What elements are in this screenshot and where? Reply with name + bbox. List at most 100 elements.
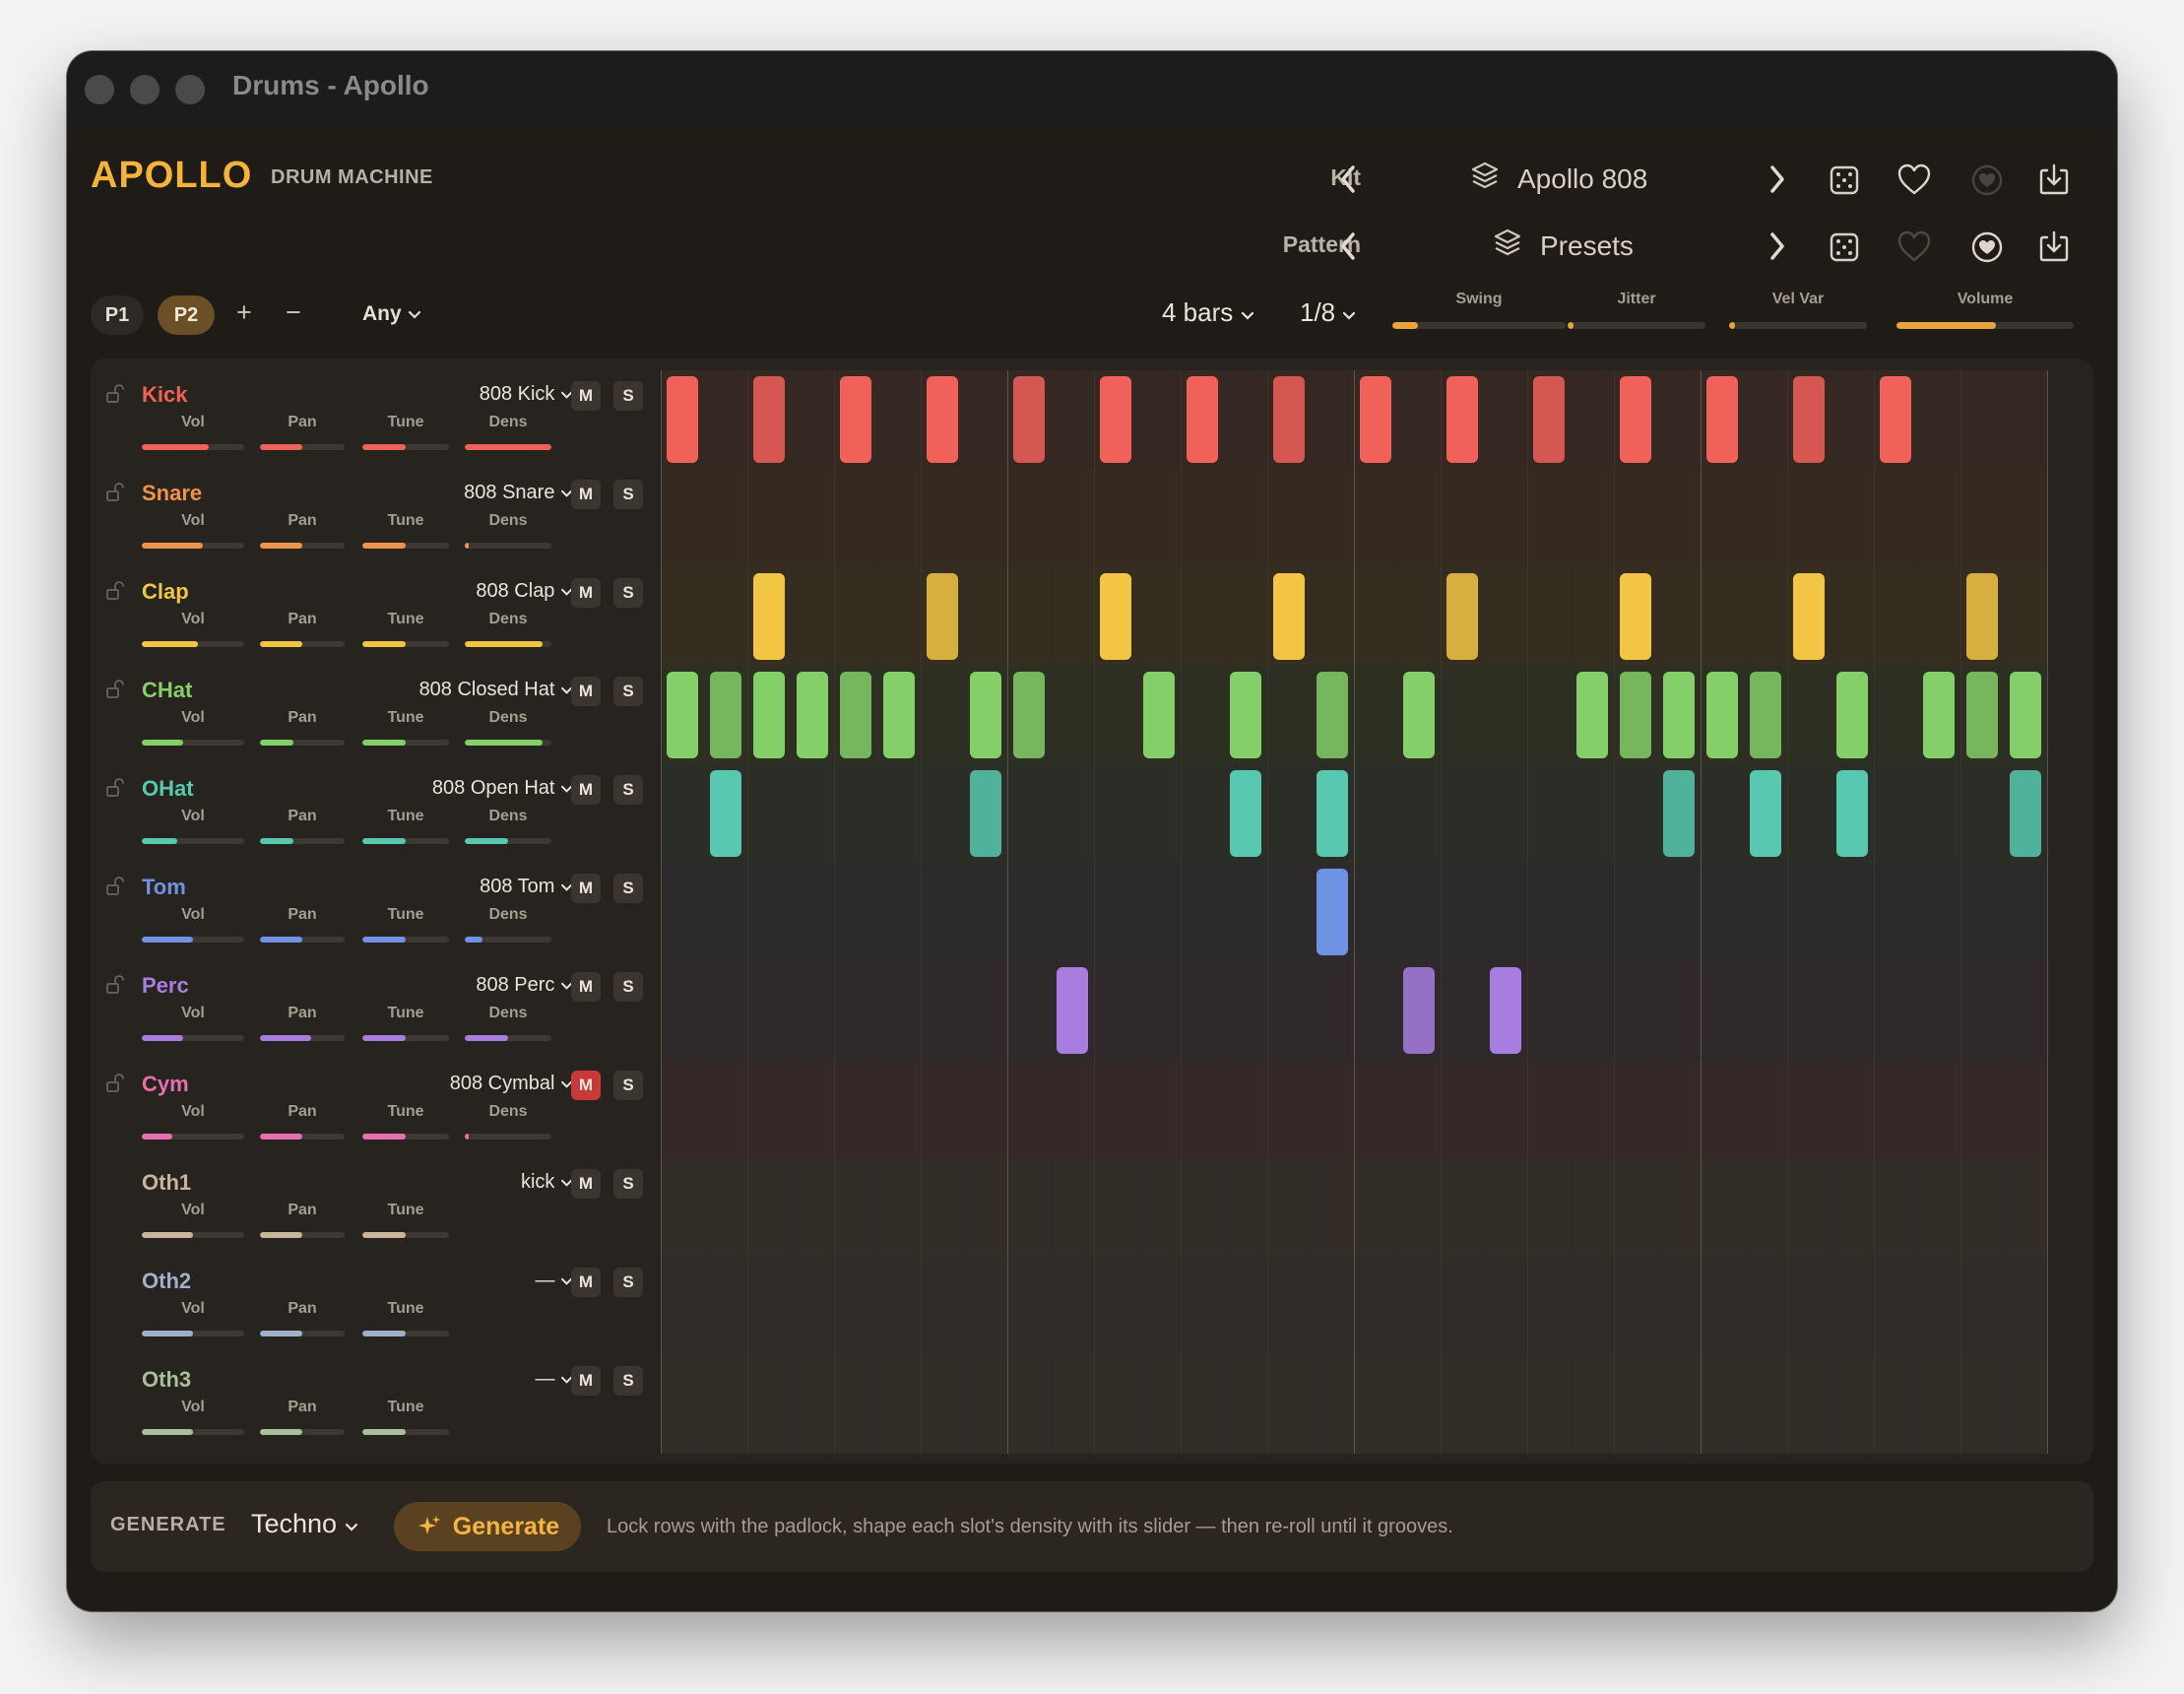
sample-dropdown[interactable]: 808 Closed Hat [323, 679, 573, 701]
pattern-slot-p1[interactable]: P1 [91, 295, 144, 335]
step-cell[interactable] [1273, 376, 1305, 463]
tune-slider[interactable] [362, 1331, 449, 1336]
generate-button[interactable]: Generate [394, 1502, 581, 1551]
solo-button[interactable]: S [613, 972, 643, 1002]
mute-button[interactable]: M [571, 480, 601, 509]
step-cell[interactable] [1360, 376, 1391, 463]
step-cell[interactable] [1663, 770, 1695, 857]
step-cell[interactable] [840, 672, 871, 758]
tune-slider[interactable] [362, 641, 449, 647]
step-cell[interactable] [1100, 376, 1131, 463]
step-cell[interactable] [710, 770, 741, 857]
tune-slider[interactable] [362, 444, 449, 450]
step-cell[interactable] [667, 376, 698, 463]
step-cell[interactable] [1013, 672, 1045, 758]
pattern-favorites-list-button[interactable] [1969, 229, 2005, 265]
bars-dropdown[interactable]: 4 bars [1162, 297, 1254, 328]
dens-slider[interactable] [465, 838, 551, 844]
zoom-window-button[interactable] [175, 75, 205, 104]
kit-save-button[interactable] [2036, 163, 2072, 198]
step-cell[interactable] [1880, 376, 1911, 463]
padlock-icon[interactable] [104, 679, 126, 700]
mute-button[interactable]: M [571, 1268, 601, 1297]
pan-slider[interactable] [260, 937, 345, 943]
step-cell[interactable] [1446, 573, 1478, 660]
solo-button[interactable]: S [613, 1169, 643, 1199]
sample-dropdown[interactable]: 808 Tom [323, 876, 573, 898]
solo-button[interactable]: S [613, 381, 643, 411]
swing-slider[interactable] [1392, 322, 1566, 329]
sample-dropdown[interactable]: 808 Clap [323, 580, 573, 603]
mute-button[interactable]: M [571, 381, 601, 411]
resolution-dropdown[interactable]: 1/8 [1300, 297, 1356, 328]
pan-slider[interactable] [260, 1134, 345, 1140]
sample-dropdown[interactable]: — [323, 1270, 573, 1292]
pan-slider[interactable] [260, 641, 345, 647]
mute-button[interactable]: M [571, 1071, 601, 1100]
solo-button[interactable]: S [613, 1366, 643, 1396]
mute-button[interactable]: M [571, 775, 601, 805]
step-cell[interactable] [1187, 376, 1218, 463]
volume-slider[interactable] [1896, 322, 2074, 329]
dens-slider[interactable] [465, 1134, 551, 1140]
padlock-icon[interactable] [104, 482, 126, 503]
step-cell[interactable] [1533, 376, 1565, 463]
step-cell[interactable] [883, 672, 915, 758]
sample-dropdown[interactable]: 808 Open Hat [323, 777, 573, 800]
vel-var-slider[interactable] [1729, 322, 1867, 329]
vol-slider[interactable] [142, 543, 244, 549]
pattern-prev-button[interactable] [1334, 227, 1364, 266]
add-pattern-button[interactable]: + [236, 297, 252, 327]
solo-button[interactable]: S [613, 1268, 643, 1297]
dens-slider[interactable] [465, 937, 551, 943]
step-cell[interactable] [1013, 376, 1045, 463]
step-cell[interactable] [1966, 573, 1998, 660]
generate-style-dropdown[interactable]: Techno [251, 1509, 358, 1539]
vol-slider[interactable] [142, 641, 244, 647]
padlock-icon[interactable] [104, 974, 126, 996]
step-cell[interactable] [1966, 672, 1998, 758]
step-cell[interactable] [1706, 672, 1738, 758]
kit-favorite-button[interactable] [1896, 163, 1932, 198]
step-cell[interactable] [1403, 967, 1435, 1054]
solo-button[interactable]: S [613, 578, 643, 608]
step-cell[interactable] [1836, 672, 1868, 758]
vol-slider[interactable] [142, 740, 244, 746]
step-cell[interactable] [2010, 770, 2041, 857]
step-cell[interactable] [753, 573, 785, 660]
vol-slider[interactable] [142, 1232, 244, 1238]
pan-slider[interactable] [260, 444, 345, 450]
pan-slider[interactable] [260, 1331, 345, 1336]
tune-slider[interactable] [362, 740, 449, 746]
mute-button[interactable]: M [571, 578, 601, 608]
pan-slider[interactable] [260, 1429, 345, 1435]
step-cell[interactable] [710, 672, 741, 758]
step-cell[interactable] [1923, 672, 1955, 758]
padlock-icon[interactable] [104, 383, 126, 405]
pattern-selector[interactable]: Presets [1493, 228, 1634, 264]
step-cell[interactable] [1620, 376, 1651, 463]
step-cell[interactable] [2010, 672, 2041, 758]
solo-button[interactable]: S [613, 775, 643, 805]
tune-slider[interactable] [362, 937, 449, 943]
step-cell[interactable] [753, 376, 785, 463]
step-cell[interactable] [1706, 376, 1738, 463]
step-cell[interactable] [1057, 967, 1088, 1054]
step-cell[interactable] [1317, 770, 1348, 857]
step-cell[interactable] [1620, 672, 1651, 758]
pan-slider[interactable] [260, 1035, 345, 1041]
mute-button[interactable]: M [571, 1366, 601, 1396]
dens-slider[interactable] [465, 641, 551, 647]
pan-slider[interactable] [260, 740, 345, 746]
step-cell[interactable] [927, 573, 958, 660]
sample-dropdown[interactable]: kick [323, 1171, 573, 1194]
tune-slider[interactable] [362, 1134, 449, 1140]
solo-button[interactable]: S [613, 480, 643, 509]
padlock-icon[interactable] [104, 580, 126, 602]
pattern-favorite-button[interactable] [1896, 229, 1932, 265]
sample-dropdown[interactable]: — [323, 1368, 573, 1391]
solo-button[interactable]: S [613, 1071, 643, 1100]
solo-button[interactable]: S [613, 677, 643, 706]
padlock-icon[interactable] [104, 876, 126, 897]
step-cell[interactable] [1620, 573, 1651, 660]
